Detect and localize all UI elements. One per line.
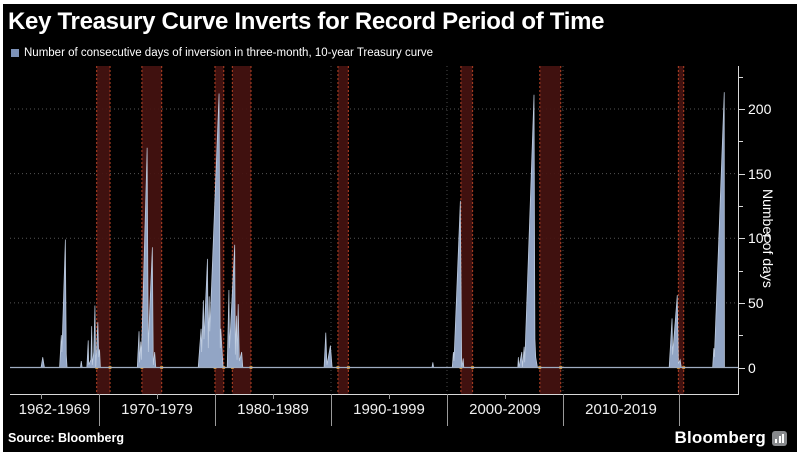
chart-title: Key Treasury Curve Inverts for Record Pe…: [8, 8, 605, 35]
x-axis-minor-tick: [41, 394, 42, 399]
y-axis-tick-label: 150: [748, 165, 772, 182]
x-axis-line: [10, 394, 739, 395]
x-axis-minor-tick: [273, 394, 274, 399]
y-axis-tick-label: 0: [748, 359, 756, 376]
recession-band: [232, 66, 251, 394]
x-axis-decade-label: 2010-2019: [585, 401, 657, 418]
y-axis-tick: [739, 238, 745, 240]
x-axis-minor-tick: [389, 394, 390, 399]
recession-band: [539, 66, 561, 394]
x-axis-decade-separator: [679, 394, 680, 426]
x-axis-decade-separator: [563, 394, 564, 426]
legend-marker-swatch: [11, 49, 19, 57]
y-axis-tick: [739, 141, 743, 143]
x-axis-decade-label: 1962-1969: [18, 401, 91, 418]
x-axis-decade-separator: [99, 394, 100, 426]
y-axis-tick: [739, 173, 745, 175]
y-axis-title: Number of days: [760, 188, 776, 288]
x-axis-decade-label: 1970-1979: [121, 401, 193, 418]
recession-band: [678, 66, 684, 394]
y-axis-tick: [739, 367, 745, 369]
x-axis-decade-label: 2000-2009: [469, 401, 541, 418]
plot-area: [10, 66, 738, 394]
x-axis-decade-label: 1980-1989: [237, 401, 309, 418]
y-axis-tick: [739, 302, 745, 304]
y-axis-tick: [739, 270, 743, 272]
x-axis-minor-tick: [505, 394, 506, 399]
bloomberg-logo: Bloomberg: [674, 428, 787, 448]
legend-label: Number of consecutive days of inversion …: [24, 47, 434, 59]
x-axis-minor-tick: [621, 394, 622, 399]
y-axis-tick-label: 100: [748, 230, 772, 247]
recession-band: [337, 66, 349, 394]
bar-chart-icon: [772, 430, 787, 446]
y-axis-tick-label: 50: [748, 294, 764, 311]
y-axis-tick: [739, 76, 743, 78]
y-axis-tick-label: 200: [748, 101, 772, 117]
x-axis-decade-separator: [447, 394, 448, 426]
y-axis-tick: [739, 109, 745, 110]
chart-panel: Key Treasury Curve Inverts for Record Pe…: [3, 4, 797, 452]
legend: Number of consecutive days of inversion …: [11, 47, 433, 59]
inversion-days-area-series: [10, 92, 725, 368]
y-axis-tick: [739, 335, 743, 337]
x-axis-decade-label: 1990-1999: [353, 401, 425, 418]
source-note: Source: Bloomberg: [8, 431, 124, 445]
y-axis-line: [738, 66, 739, 395]
x-axis-minor-tick: [157, 394, 158, 399]
recession-band: [460, 66, 473, 394]
x-axis-decade-separator: [331, 394, 332, 426]
recession-band: [96, 66, 111, 394]
x-axis-decade-separator: [215, 394, 216, 426]
y-axis-tick: [739, 205, 743, 207]
bloomberg-logo-text: Bloomberg: [674, 428, 766, 447]
